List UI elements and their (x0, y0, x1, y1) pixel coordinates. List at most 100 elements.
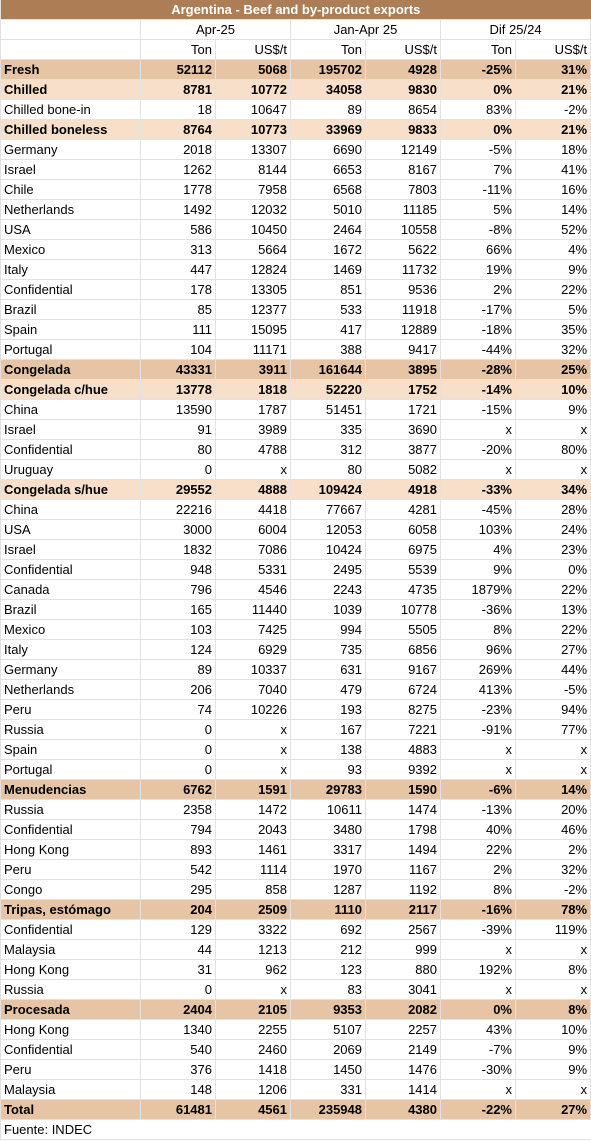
value-cell: -6% (440, 779, 516, 800)
row-label: Menudencias (0, 779, 141, 800)
subcategory-row: Congelada s/hue 29552 4888 109424 4918 -33% 34… (0, 479, 591, 500)
value-cell: 2% (440, 279, 516, 300)
value-cell: 31% (515, 59, 591, 80)
value-cell: 12032 (215, 199, 291, 220)
value-cell: 93 (290, 759, 366, 780)
row-label: China (0, 499, 141, 520)
value-cell: 34058 (290, 79, 366, 100)
row-label: Mexico (0, 619, 141, 640)
table-row: Netherlands 206 7040 479 6724 413% -5% (0, 679, 591, 700)
value-cell: 22% (515, 279, 591, 300)
row-label: Confidential (0, 439, 141, 460)
value-cell: 51451 (290, 399, 366, 420)
value-cell: x (515, 419, 591, 440)
value-cell: 6004 (215, 519, 291, 540)
value-cell: 4883 (365, 739, 441, 760)
value-cell: 1721 (365, 399, 441, 420)
value-cell: 1798 (365, 819, 441, 840)
value-cell: 178 (140, 279, 216, 300)
value-cell: 80 (290, 459, 366, 480)
value-cell: 10337 (215, 659, 291, 680)
value-cell: 10611 (290, 799, 366, 820)
value-cell: 41% (515, 159, 591, 180)
value-cell: 235948 (290, 1099, 366, 1120)
value-cell: 1461 (215, 839, 291, 860)
value-cell: 0 (140, 739, 216, 760)
row-label: Spain (0, 739, 141, 760)
value-cell: 22216 (140, 499, 216, 520)
value-cell: 8654 (365, 99, 441, 120)
value-cell: 1472 (215, 799, 291, 820)
value-cell: 4888 (215, 479, 291, 500)
value-cell: 11185 (365, 199, 441, 220)
category-row: Fresh 52112 5068 195702 4928 -25% 31% (0, 59, 591, 80)
row-label: Confidential (0, 819, 141, 840)
value-cell: -22% (440, 1099, 516, 1120)
source-note: Fuente: INDEC (0, 1119, 591, 1140)
table-title: Argentina - Beef and by-product exports (0, 0, 591, 20)
row-label: Peru (0, 699, 141, 720)
value-cell: 2149 (365, 1039, 441, 1060)
value-cell: 413% (440, 679, 516, 700)
row-label: Netherlands (0, 199, 141, 220)
value-cell: 994 (290, 619, 366, 640)
value-cell: 9% (440, 559, 516, 580)
value-cell: 9392 (365, 759, 441, 780)
row-label: Netherlands (0, 679, 141, 700)
table-row: Italy 124 6929 735 6856 96% 27% (0, 639, 591, 660)
value-cell: 1492 (140, 199, 216, 220)
value-cell: 0% (440, 119, 516, 140)
value-cell: 1590 (365, 779, 441, 800)
table-row: Hong Kong 1340 2255 5107 2257 43% 10% (0, 1019, 591, 1040)
value-cell: 44% (515, 659, 591, 680)
table-row: Brazil 165 11440 1039 10778 -36% 13% (0, 599, 591, 620)
value-cell: 10226 (215, 699, 291, 720)
value-cell: 0% (440, 999, 516, 1020)
row-label: Germany (0, 139, 141, 160)
row-label: Total (0, 1099, 141, 1120)
value-cell: 96% (440, 639, 516, 660)
value-cell: 0% (440, 79, 516, 100)
value-cell: 6653 (290, 159, 366, 180)
value-cell: -13% (440, 799, 516, 820)
value-cell: 1450 (290, 1059, 366, 1080)
table-row: Portugal 0 x 93 9392 x x (0, 759, 591, 780)
value-cell: 14% (515, 779, 591, 800)
value-cell: 2495 (290, 559, 366, 580)
row-label: Malaysia (0, 939, 141, 960)
value-cell: 851 (290, 279, 366, 300)
value-cell: 104 (140, 339, 216, 360)
value-cell: 9% (515, 1039, 591, 1060)
value-cell: 2464 (290, 219, 366, 240)
value-cell: 0% (515, 559, 591, 580)
value-cell: 269% (440, 659, 516, 680)
total-row: Total 61481 4561 235948 4380 -22% 27% (0, 1099, 591, 1120)
value-cell: -16% (440, 899, 516, 920)
value-cell: 3480 (290, 819, 366, 840)
value-cell: 4788 (215, 439, 291, 460)
row-label: Uruguay (0, 459, 141, 480)
value-cell: 7958 (215, 179, 291, 200)
value-cell: x (215, 459, 291, 480)
table-row: Hong Kong 893 1461 3317 1494 22% 2% (0, 839, 591, 860)
table-row: Peru 376 1418 1450 1476 -30% 9% (0, 1059, 591, 1080)
value-cell: 161644 (290, 359, 366, 380)
value-cell: 735 (290, 639, 366, 660)
row-label: Germany (0, 659, 141, 680)
table-row: Chilled bone-in 18 10647 89 8654 83% -2% (0, 99, 591, 120)
table-row: China 22216 4418 77667 4281 -45% 28% (0, 499, 591, 520)
value-cell: 14% (515, 199, 591, 220)
value-cell: 22% (440, 839, 516, 860)
value-cell: 331 (290, 1079, 366, 1100)
table-row: Mexico 103 7425 994 5505 8% 22% (0, 619, 591, 640)
source-row: Fuente: INDEC (0, 1119, 591, 1140)
value-cell: 5331 (215, 559, 291, 580)
row-label: Portugal (0, 339, 141, 360)
value-cell: 1778 (140, 179, 216, 200)
value-cell: 6690 (290, 139, 366, 160)
row-label: Peru (0, 1059, 141, 1080)
table-row: Mexico 313 5664 1672 5622 66% 4% (0, 239, 591, 260)
value-cell: 2255 (215, 1019, 291, 1040)
value-cell: -23% (440, 699, 516, 720)
